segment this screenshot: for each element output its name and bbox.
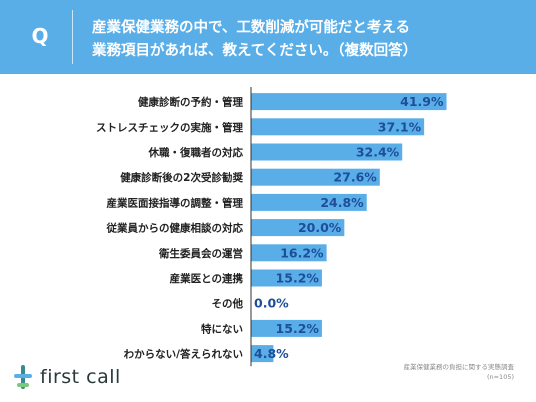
brand-name: first call: [40, 366, 121, 388]
question-title-line-2: 業務項目があれば、教えてください。（複数回答）: [92, 43, 418, 59]
value-label: 41.9%: [400, 94, 444, 109]
bar: [251, 143, 403, 161]
category-label: 休職・復職者の対応: [148, 146, 244, 159]
bar: [251, 319, 322, 337]
bar: [251, 118, 425, 136]
category-label: 特にない: [201, 322, 243, 335]
value-label: 0.0%: [254, 296, 289, 311]
value-label: 32.4%: [356, 145, 400, 160]
category-label: 従業員からの健康相談の対応: [106, 222, 244, 235]
sample-size: (n=105): [486, 373, 514, 381]
bar: [251, 219, 345, 237]
value-label: 16.2%: [280, 245, 324, 260]
value-label: 15.2%: [276, 271, 320, 286]
bar: [251, 269, 322, 287]
value-label: 20.0%: [298, 220, 342, 235]
category-label: わからない/答えられない: [124, 348, 243, 361]
category-label: 産業医面接指導の調整・管理: [107, 196, 244, 209]
category-labels: 健康診断の予約・管理ストレスチェックの実施・管理休職・復職者の対応健康診断後の2…: [96, 96, 243, 361]
bar-chart: 健康診断の予約・管理ストレスチェックの実施・管理休職・復職者の対応健康診断後の2…: [96, 87, 447, 367]
value-label: 37.1%: [378, 119, 422, 134]
source-note: 産業保健業務の負担に関する実態調査 (n=105): [404, 362, 515, 382]
header-divider: [72, 10, 73, 64]
bar: [251, 345, 274, 363]
bar: [251, 193, 367, 211]
header-banner: Q 産業保健業務の中で、工数削減が可能だと考える 業務項目があれば、教えてくださ…: [0, 0, 536, 74]
category-label: 健康診断の予約・管理: [138, 96, 243, 109]
bar: [251, 93, 447, 111]
category-label: 産業医との連携: [170, 272, 244, 285]
category-label: その他: [212, 297, 244, 310]
question-title-line-1: 産業保健業務の中で、工数削減が可能だと考える: [92, 20, 410, 36]
category-label: 衛生委員会の運営: [158, 247, 243, 260]
value-label: 24.8%: [320, 195, 364, 210]
bar: [251, 168, 380, 186]
value-label: 27.6%: [333, 170, 377, 185]
source-survey-name: 産業保健業務の負担に関する実態調査: [403, 363, 515, 371]
bar: [251, 244, 327, 262]
bars: 41.9% 37.1% 32.4% 27.6% 24.8% 20.0% 16.2% 15.2%…: [251, 93, 447, 363]
question-badge: Q: [31, 24, 49, 48]
category-label: 健康診断後の2次受診勧奨: [120, 171, 243, 184]
category-label: ストレスチェックの実施・管理: [96, 121, 243, 134]
value-label: 4.8%: [254, 346, 289, 361]
value-label: 15.2%: [276, 321, 320, 336]
first-call-logo-icon: [14, 365, 32, 389]
brand-logo: first call: [12, 362, 121, 392]
